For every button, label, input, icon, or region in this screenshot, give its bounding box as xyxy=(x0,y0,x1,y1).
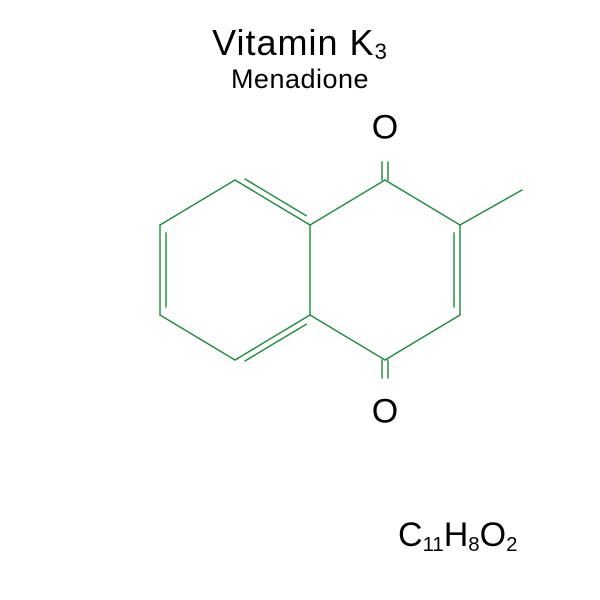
molecular-formula: C11H8O2 xyxy=(398,516,517,557)
molecule-svg xyxy=(0,0,600,600)
atom-label-o2: O xyxy=(372,393,398,432)
atom-label-o1: O xyxy=(372,109,398,148)
diagram-canvas: Vitamin K3 Menadione C11H8O2 OO xyxy=(0,0,600,600)
